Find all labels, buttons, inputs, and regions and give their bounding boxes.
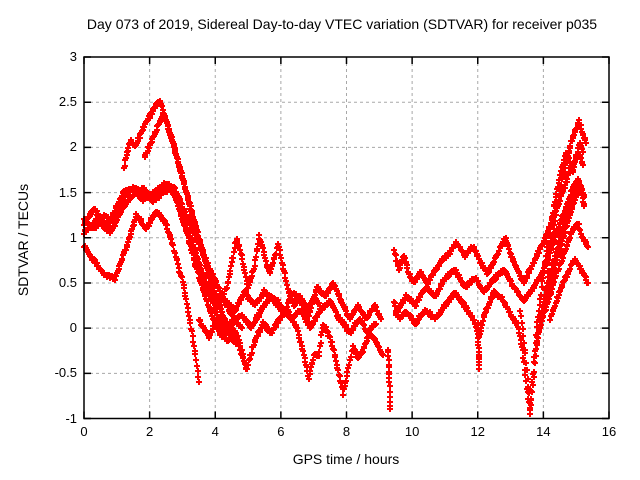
- y-tick-label: -0.5: [54, 365, 77, 381]
- plot-frame: [83, 56, 610, 420]
- y-tick-label: 0: [69, 320, 77, 336]
- y-tick-label: 1: [69, 229, 77, 245]
- y-tick-label: 0.5: [58, 274, 77, 290]
- x-tick-label: 8: [342, 424, 351, 439]
- y-tick-label: 2: [69, 139, 77, 155]
- y-tick-label: 1.5: [58, 184, 77, 200]
- x-tick-label: 16: [601, 424, 617, 439]
- x-tick-label: 10: [404, 424, 420, 439]
- y-tick-label: -1: [65, 410, 77, 426]
- y-tick-label: 2.5: [58, 94, 77, 110]
- chart-title: Day 073 of 2019, Sidereal Day-to-day VTE…: [86, 16, 598, 32]
- x-tick-label: 2: [146, 424, 154, 439]
- x-axis-label: GPS time / hours: [292, 451, 400, 467]
- y-tick-label: 3: [69, 49, 77, 64]
- x-tick-label: 4: [211, 424, 219, 439]
- x-tick-label: 0: [80, 424, 88, 439]
- x-tick-label: 6: [277, 424, 285, 439]
- x-tick-label: 12: [470, 424, 485, 439]
- data-points: [81, 98, 591, 417]
- x-tick-label: 14: [536, 424, 551, 439]
